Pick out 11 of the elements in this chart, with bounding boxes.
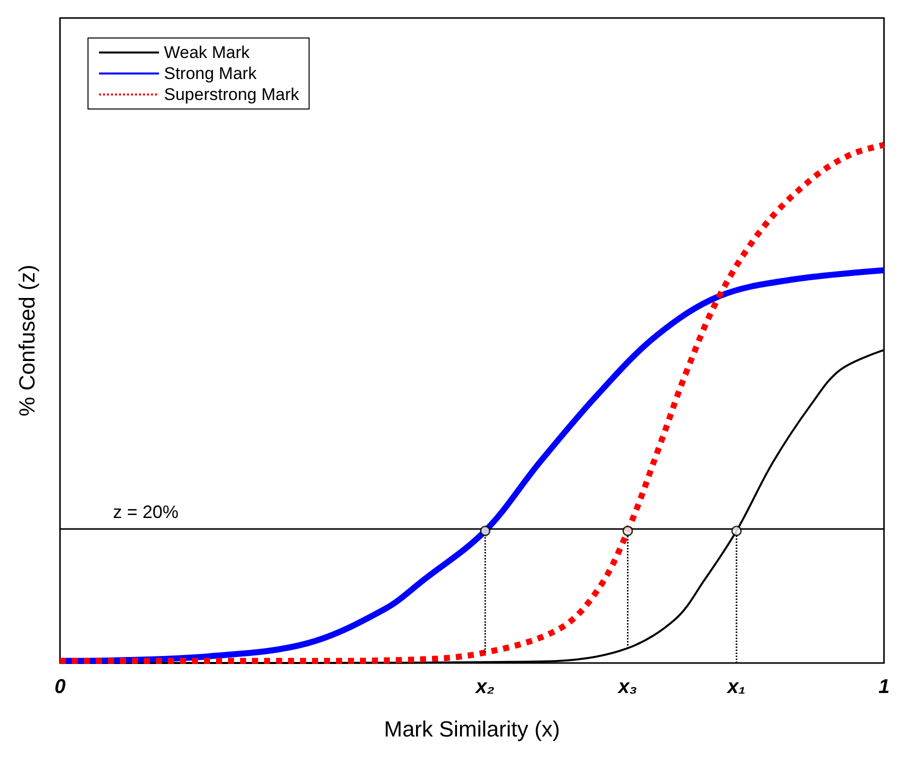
x-tick-label: 0: [54, 676, 66, 698]
x-tick-label: x₂: [474, 676, 495, 698]
x-tick-label: 1: [878, 676, 890, 698]
legend-label: Superstrong Mark: [164, 85, 300, 104]
legend-label: Weak Mark: [164, 43, 250, 62]
y-axis-title: % Confused (z): [14, 264, 40, 416]
legend-label: Strong Mark: [164, 64, 258, 83]
x-axis-title: Mark Similarity (x): [384, 716, 560, 742]
x-tick-label: x₃: [617, 676, 638, 698]
annotation: z = 20%: [113, 502, 179, 522]
x-tick-label: x₁: [726, 676, 746, 698]
